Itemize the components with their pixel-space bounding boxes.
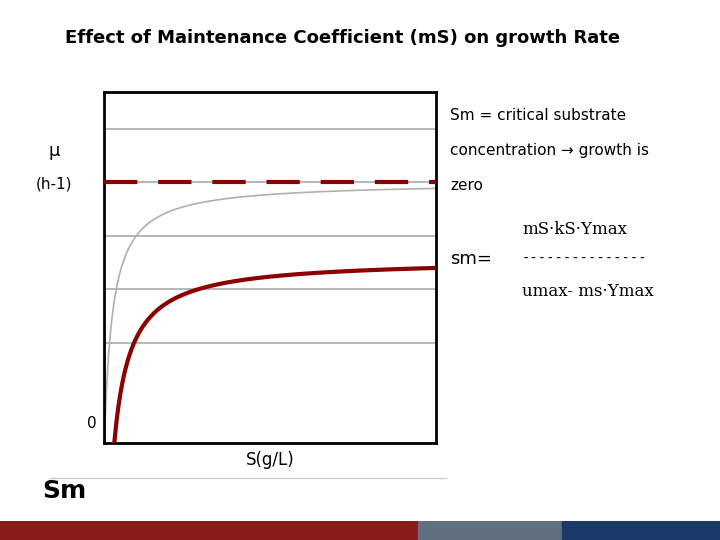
Text: 0: 0 [87,416,97,431]
Text: Sm = critical substrate: Sm = critical substrate [450,108,626,123]
Text: umax- ms·Ymax: umax- ms·Ymax [522,283,654,300]
Bar [562,521,720,540]
Bar [0,521,418,540]
Text: Sm: Sm [42,480,87,503]
Bar [418,521,562,540]
Text: concentration → growth is: concentration → growth is [450,143,649,158]
Text: (h-1): (h-1) [36,176,72,191]
Text: zero: zero [450,178,483,193]
X-axis label: S(g/L): S(g/L) [246,451,294,469]
Text: ---------------: --------------- [522,252,647,266]
Text: sm=: sm= [450,250,492,268]
Text: mS·kS·Ymax: mS·kS·Ymax [522,221,627,238]
Text: μ: μ [48,142,60,160]
Text: Effect of Maintenance Coefficient (mS) on growth Rate: Effect of Maintenance Coefficient (mS) o… [65,29,620,47]
